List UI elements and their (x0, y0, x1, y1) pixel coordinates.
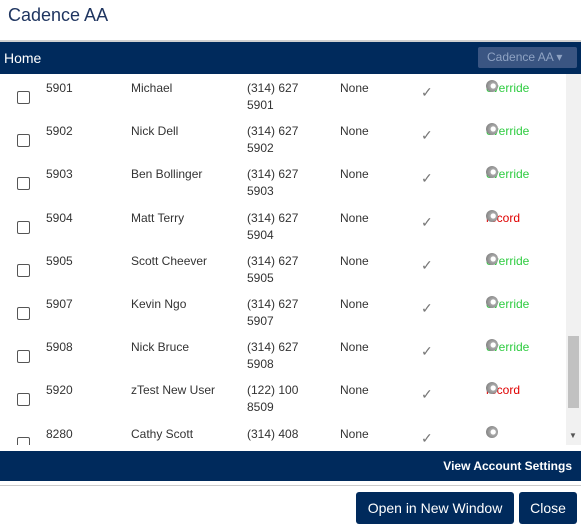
dropdown-label: Cadence AA (487, 50, 554, 64)
close-button[interactable]: Close (519, 492, 577, 524)
phone: (314) 627 5901 (247, 81, 299, 112)
status: None (340, 81, 369, 95)
scroll-thumb[interactable] (568, 336, 579, 408)
action-cell: override (486, 339, 548, 356)
status: None (340, 124, 369, 139)
phone: (314) 627 5907 (247, 297, 299, 328)
user-name: Cathy Scott (131, 426, 194, 441)
row-checkbox[interactable] (17, 307, 30, 320)
user-row: 5920 zTest New User (122) 100 8509 None ✓ rec… (0, 382, 566, 425)
user-name: Matt Terry (131, 210, 185, 225)
phone: (122) 100 8509 (247, 383, 299, 415)
phone-icon[interactable] (486, 166, 498, 179)
user-name: Scott Cheever (131, 253, 208, 268)
extension: 5901 (46, 81, 73, 95)
action-cell: override (486, 166, 548, 183)
phone: (314) 627 5903 (247, 167, 299, 199)
extension: 8280 (46, 426, 73, 441)
phone-icon[interactable] (486, 252, 498, 265)
divider (0, 40, 581, 42)
extension: 5907 (46, 297, 73, 311)
row-checkbox[interactable] (17, 220, 30, 234)
user-row: 5901 Michael (314) 627 5901 None ✓ override (0, 80, 566, 123)
action-cell: override (486, 296, 548, 313)
enabled-check: ✓ (421, 300, 433, 316)
extension: 5905 (46, 253, 73, 268)
row-checkbox[interactable] (17, 177, 30, 191)
action-cell: override (486, 252, 548, 270)
user-name: Kevin Ngo (131, 297, 187, 311)
user-name: Ben Bollinger (131, 167, 203, 182)
scrollbar[interactable]: ▼ (566, 74, 581, 445)
phone-icon[interactable] (486, 80, 498, 92)
enabled-check: ✓ (421, 84, 433, 100)
row-checkbox[interactable] (17, 350, 30, 364)
enabled-check: ✓ (421, 127, 433, 144)
action-cell: override (486, 80, 548, 97)
user-row: 5905 Scott Cheever (314) 627 5905 None ✓ over… (0, 252, 566, 296)
divider (0, 485, 581, 486)
user-list: 5901 Michael (314) 627 5901 None ✓ override 59… (0, 74, 566, 445)
account-settings-link[interactable]: View Account Settings (443, 459, 572, 473)
open-window-button[interactable]: Open in New Window (356, 492, 514, 524)
phone: (314) 627 5905 (247, 253, 299, 285)
nav-bar: Home Cadence AA ▾ (0, 42, 581, 74)
user-name: Michael (131, 81, 173, 95)
scroll-arrow[interactable]: ▼ (569, 431, 577, 440)
enabled-check: ✓ (421, 170, 433, 187)
phone-icon[interactable] (486, 209, 498, 222)
user-row: 5902 Nick Dell (314) 627 5902 None ✓ override (0, 123, 566, 166)
phone-icon[interactable] (486, 382, 498, 395)
phone-icon[interactable] (486, 339, 498, 352)
user-row: 5907 Kevin Ngo (314) 627 5907 None ✓ override (0, 296, 566, 339)
status: None (340, 383, 369, 398)
enabled-check: ✓ (421, 386, 433, 403)
phone: (314) 627 5908 (247, 340, 299, 372)
action-cell: record (486, 382, 548, 399)
status: None (340, 253, 369, 268)
row-checkbox[interactable] (17, 263, 30, 277)
extension: 5904 (46, 210, 73, 225)
user-row: 8280 Cathy Scott (314) 408 None ✓ (0, 425, 566, 445)
user-row: 5904 Matt Terry (314) 627 5904 None ✓ record (0, 209, 566, 253)
enabled-check: ✓ (421, 343, 433, 360)
action-cell: override (486, 123, 548, 140)
status: None (340, 167, 369, 182)
phone-icon[interactable] (486, 296, 498, 308)
row-checkbox[interactable] (17, 91, 30, 104)
row-checkbox[interactable] (17, 134, 30, 148)
phone: (314) 627 5904 (247, 210, 299, 242)
phone-icon[interactable] (486, 123, 498, 136)
user-row: 5903 Ben Bollinger (314) 627 5903 None ✓ over… (0, 166, 566, 209)
user-name: Nick Bruce (131, 340, 190, 355)
window-title: Cadence AA (8, 5, 109, 25)
enabled-check: ✓ (421, 429, 433, 445)
phone: (314) 627 5902 (247, 124, 299, 156)
status: None (340, 340, 369, 355)
account-dropdown[interactable]: Cadence AA ▾ (478, 47, 577, 68)
user-row: 5908 Nick Bruce (314) 627 5908 None ✓ overrid… (0, 339, 566, 382)
status: None (340, 297, 369, 311)
row-checkbox[interactable] (17, 436, 30, 445)
action-cell: record (486, 209, 548, 227)
user-name: zTest New User (131, 383, 216, 398)
footer-bar: View Account Settings (0, 451, 581, 481)
user-name: Nick Dell (131, 124, 179, 139)
status: None (340, 210, 369, 225)
extension: 5908 (46, 340, 73, 355)
phone-icon[interactable] (486, 425, 498, 438)
enabled-check: ✓ (421, 213, 433, 230)
status: None (340, 426, 369, 441)
nav-title: Home (4, 50, 42, 66)
enabled-check: ✓ (421, 256, 433, 273)
extension: 5920 (46, 383, 73, 398)
extension: 5902 (46, 124, 73, 139)
extension: 5903 (46, 167, 73, 182)
phone: (314) 408 (247, 426, 299, 441)
row-checkbox[interactable] (17, 393, 30, 407)
